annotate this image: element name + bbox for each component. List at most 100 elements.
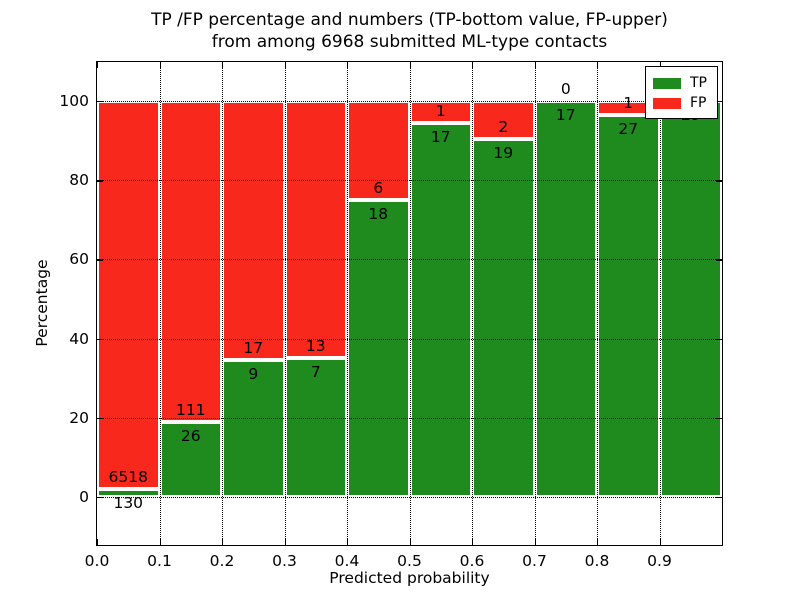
y-tick-mark (716, 259, 722, 261)
bar-4-tp-segment (347, 200, 410, 497)
x-tick-label: 0.7 (522, 552, 547, 570)
legend-label-tp: TP (690, 75, 707, 91)
gridline-vertical (222, 62, 223, 545)
x-tick-mark (534, 539, 536, 545)
x-tick-mark (284, 539, 286, 545)
y-tick-mark (716, 101, 722, 103)
gridline-vertical (659, 62, 661, 545)
x-tick-label: 0.2 (209, 552, 235, 570)
y-tick-label: 80 (69, 171, 89, 190)
bar-0-tp-count-label: 130 (113, 494, 144, 513)
y-tick-mark (716, 338, 722, 340)
bar-5-fp-count-label: 1 (435, 102, 446, 120)
x-tick-mark (472, 62, 474, 68)
x-tick-mark (97, 539, 99, 545)
bar-8-tp-segment (597, 115, 660, 497)
y-tick-mark (97, 101, 103, 103)
x-tick-mark (347, 62, 349, 68)
gridline-vertical (534, 62, 536, 545)
x-tick-mark (159, 539, 161, 545)
x-tick-mark (659, 62, 661, 68)
y-tick-mark (97, 259, 103, 261)
bar-9-tp-segment (659, 101, 722, 497)
chart-title: TP /FP percentage and numbers (TP-bottom… (97, 9, 722, 53)
x-axis-label: Predicted probability (329, 569, 490, 587)
y-tick-mark (97, 497, 103, 499)
x-tick-mark (597, 62, 599, 68)
bar-7-tp-segment (534, 101, 597, 497)
gridline-vertical (597, 62, 598, 545)
x-tick-label: 0.4 (334, 552, 360, 570)
x-tick-mark (409, 539, 411, 545)
x-tick-label: 0.0 (84, 552, 110, 570)
bar-8-fp-count-label: 1 (623, 94, 634, 113)
y-tick-mark (97, 338, 103, 340)
gridline-vertical (159, 62, 161, 545)
y-tick-label: 60 (69, 250, 89, 269)
bar-2-fp-count-label: 17 (243, 338, 264, 357)
y-tick-mark (716, 417, 722, 420)
y-tick-label: 20 (69, 408, 89, 427)
x-tick-label: 0.9 (647, 552, 672, 570)
bar-1-fp-count-label: 111 (175, 400, 206, 419)
y-tick-mark (97, 417, 103, 420)
legend: TP FP (645, 66, 718, 119)
x-tick-label: 0.3 (272, 552, 297, 570)
bar-2-tp-count-label: 9 (248, 364, 259, 383)
x-tick-mark (284, 62, 286, 68)
bar-1-tp-count-label: 26 (180, 426, 201, 445)
bar-5-tp-segment (409, 123, 472, 497)
x-tick-mark (597, 539, 599, 545)
y-tick-mark (716, 497, 722, 499)
x-tick-mark (659, 539, 661, 545)
bar-6-fp-count-label: 2 (498, 117, 509, 136)
x-tick-mark (472, 539, 474, 545)
x-tick-mark (159, 62, 161, 68)
bar-6-tp-segment (472, 138, 535, 497)
bar-4-tp-count-label: 18 (368, 205, 389, 223)
legend-label-fp: FP (690, 95, 707, 111)
legend-swatch-tp (653, 77, 681, 89)
legend-swatch-fp (653, 97, 681, 109)
x-tick-mark (534, 62, 536, 68)
y-tick-label: 100 (59, 92, 89, 110)
chart-title-line2: from among 6968 submitted ML-type contac… (211, 32, 608, 52)
x-tick-label: 0.8 (584, 552, 610, 570)
bar-5-tp-count-label: 17 (430, 128, 451, 146)
x-tick-mark (222, 539, 224, 545)
bar-2-fp-segment (222, 101, 285, 360)
y-tick-mark (716, 180, 722, 182)
x-tick-mark (347, 539, 349, 545)
x-tick-label: 0.5 (397, 552, 422, 570)
bar-1-fp-segment (159, 101, 222, 422)
bar-6-tp-count-label: 19 (493, 143, 514, 162)
bar-1-tp-segment (159, 421, 222, 497)
plot-area (96, 61, 723, 546)
bar-7-fp-count-label: 0 (560, 80, 571, 98)
bar-7-tp-count-label: 17 (555, 106, 576, 124)
bar-4-fp-segment (347, 101, 410, 200)
bar-0-fp-segment (97, 101, 160, 490)
bar-8-tp-count-label: 27 (618, 120, 639, 139)
gridline-vertical (347, 62, 348, 545)
bar-0-tp-segment (97, 489, 160, 497)
chart-title-line1: TP /FP percentage and numbers (TP-bottom… (151, 10, 668, 30)
y-axis-label: Percentage (33, 259, 51, 347)
x-tick-label: 0.6 (459, 552, 485, 570)
x-tick-mark (222, 62, 224, 68)
y-tick-mark (97, 180, 103, 182)
gridline-vertical (472, 62, 473, 545)
y-tick-label: 40 (69, 329, 89, 348)
bar-4-fp-count-label: 6 (373, 179, 384, 197)
y-tick-label: 0 (79, 488, 89, 506)
bar-3-fp-count-label: 13 (305, 337, 326, 356)
bar-3-tp-count-label: 7 (310, 363, 321, 382)
bar-3-fp-segment (284, 101, 347, 359)
gridline-vertical (284, 62, 286, 545)
legend-row-fp: FP (653, 93, 711, 113)
x-tick-label: 0.1 (147, 552, 172, 570)
gridline-vertical (409, 62, 411, 545)
bar-0-fp-count-label: 6518 (108, 468, 148, 487)
x-tick-mark (97, 62, 99, 68)
